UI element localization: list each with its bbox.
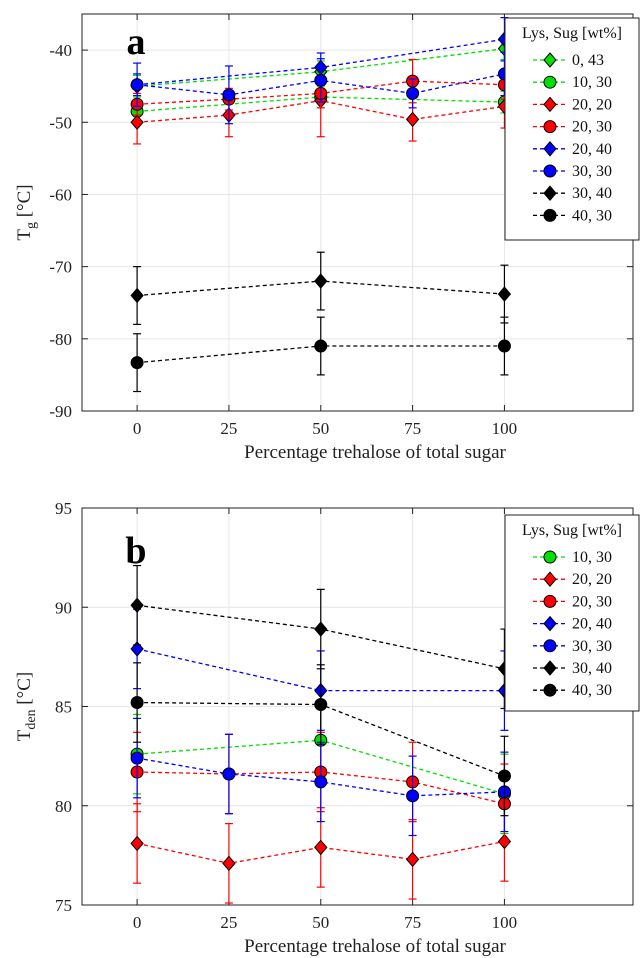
legend-box [504, 17, 640, 241]
legend-marker [543, 164, 557, 178]
data-point [130, 835, 144, 852]
data-point [314, 698, 328, 712]
x-axis-label: Percentage trehalose of total sugar [244, 936, 506, 957]
data-point [497, 339, 511, 353]
data-point [130, 356, 144, 370]
x-tick-label: 50 [312, 913, 329, 932]
legend-entry: 20, 40 [572, 616, 612, 633]
legend-entry: 40, 30 [572, 207, 612, 224]
legend-marker [543, 96, 557, 113]
data-point [314, 273, 328, 289]
legend-entry: 20, 30 [572, 593, 612, 610]
y-tick-label: 95 [55, 499, 72, 518]
legend-marker [543, 120, 557, 134]
legend-marker [543, 639, 557, 653]
y-tick-label: 85 [55, 698, 72, 717]
legend-marker [543, 141, 557, 157]
y-tick-label: -40 [49, 41, 72, 60]
legend-entry: 20, 30 [572, 119, 612, 136]
data-point [314, 73, 328, 87]
panel-a: 0 25 50 75 100 -90 -80 -70 -60 -50 -40 Percentage t… [14, 13, 640, 463]
y-tick-label: -90 [49, 402, 72, 421]
data-point [222, 88, 236, 102]
data-point [314, 775, 328, 789]
data-point [130, 287, 144, 304]
legend-marker [543, 683, 557, 697]
y-tick-label: -80 [49, 330, 72, 349]
x-tick-label: 100 [492, 913, 518, 932]
x-tick-label: 0 [133, 913, 142, 932]
y-tick-label: 80 [55, 797, 72, 816]
legend-marker [543, 571, 557, 587]
legend-marker [543, 615, 557, 632]
legend-entry: 0, 43 [572, 52, 604, 69]
legend-entry: 10, 30 [572, 74, 612, 91]
data-point [314, 621, 328, 637]
panel-letter: b [125, 530, 146, 572]
data-point [222, 855, 236, 872]
data-point [405, 851, 420, 868]
data-point [406, 789, 420, 803]
x-axis-label: Percentage trehalose of total sugar [244, 442, 506, 463]
y-tick-label: 90 [55, 598, 72, 617]
legend-title: Lys, Sug [wt%] [522, 25, 622, 42]
series-line [136, 840, 505, 864]
y-axis-label: Tden [°C] [14, 672, 39, 742]
data-point [130, 751, 144, 765]
x-tick-label: 0 [133, 419, 142, 438]
legend-marker [543, 550, 557, 564]
x-tick-label: 25 [220, 913, 237, 932]
data-point [314, 839, 328, 856]
legend-entry: 30, 40 [572, 185, 612, 202]
data-point [497, 286, 512, 302]
x-tick-label: 100 [492, 419, 518, 438]
legend-entry: 10, 30 [572, 549, 612, 566]
legend-entry: 20, 40 [572, 141, 612, 158]
legend-entry: 30, 30 [572, 638, 612, 655]
legend-marker [543, 594, 557, 608]
data-point [406, 86, 420, 100]
data-point [130, 597, 144, 614]
legend-entry: 20, 20 [572, 571, 612, 588]
data-point [497, 769, 511, 783]
panel-b: 0 25 50 75 100 75 80 85 90 95 Percentage trehalose… [14, 499, 640, 957]
y-tick-label: -50 [49, 113, 72, 132]
x-tick-label: 25 [220, 419, 237, 438]
data-point [405, 111, 420, 128]
x-tick-label: 50 [312, 419, 329, 438]
y-tick-label: -70 [49, 258, 72, 277]
y-tick-label: -60 [49, 185, 72, 204]
legend-entry: 40, 30 [572, 682, 612, 699]
x-tick-label: 75 [404, 419, 421, 438]
legend-entry: 30, 40 [572, 660, 612, 677]
legend-marker [543, 52, 557, 68]
data-point [314, 339, 328, 353]
legend-box [504, 514, 640, 712]
series-line [136, 648, 505, 692]
legend-marker [543, 75, 557, 89]
data-point [130, 696, 144, 710]
data-point [130, 114, 144, 131]
legend-entry: 30, 30 [572, 163, 612, 180]
legend-marker [543, 208, 557, 222]
legend-marker [543, 660, 557, 676]
legend-marker [543, 185, 557, 201]
y-tick-label: 75 [55, 896, 72, 915]
legend-entry: 20, 20 [572, 96, 612, 113]
data-point [130, 78, 144, 92]
legend-title: Lys, Sug [wt%] [522, 522, 622, 539]
y-axis-label: Tg [°C] [14, 184, 39, 240]
data-point [222, 767, 236, 781]
panel-letter: a [127, 21, 146, 63]
x-tick-label: 75 [404, 913, 421, 932]
